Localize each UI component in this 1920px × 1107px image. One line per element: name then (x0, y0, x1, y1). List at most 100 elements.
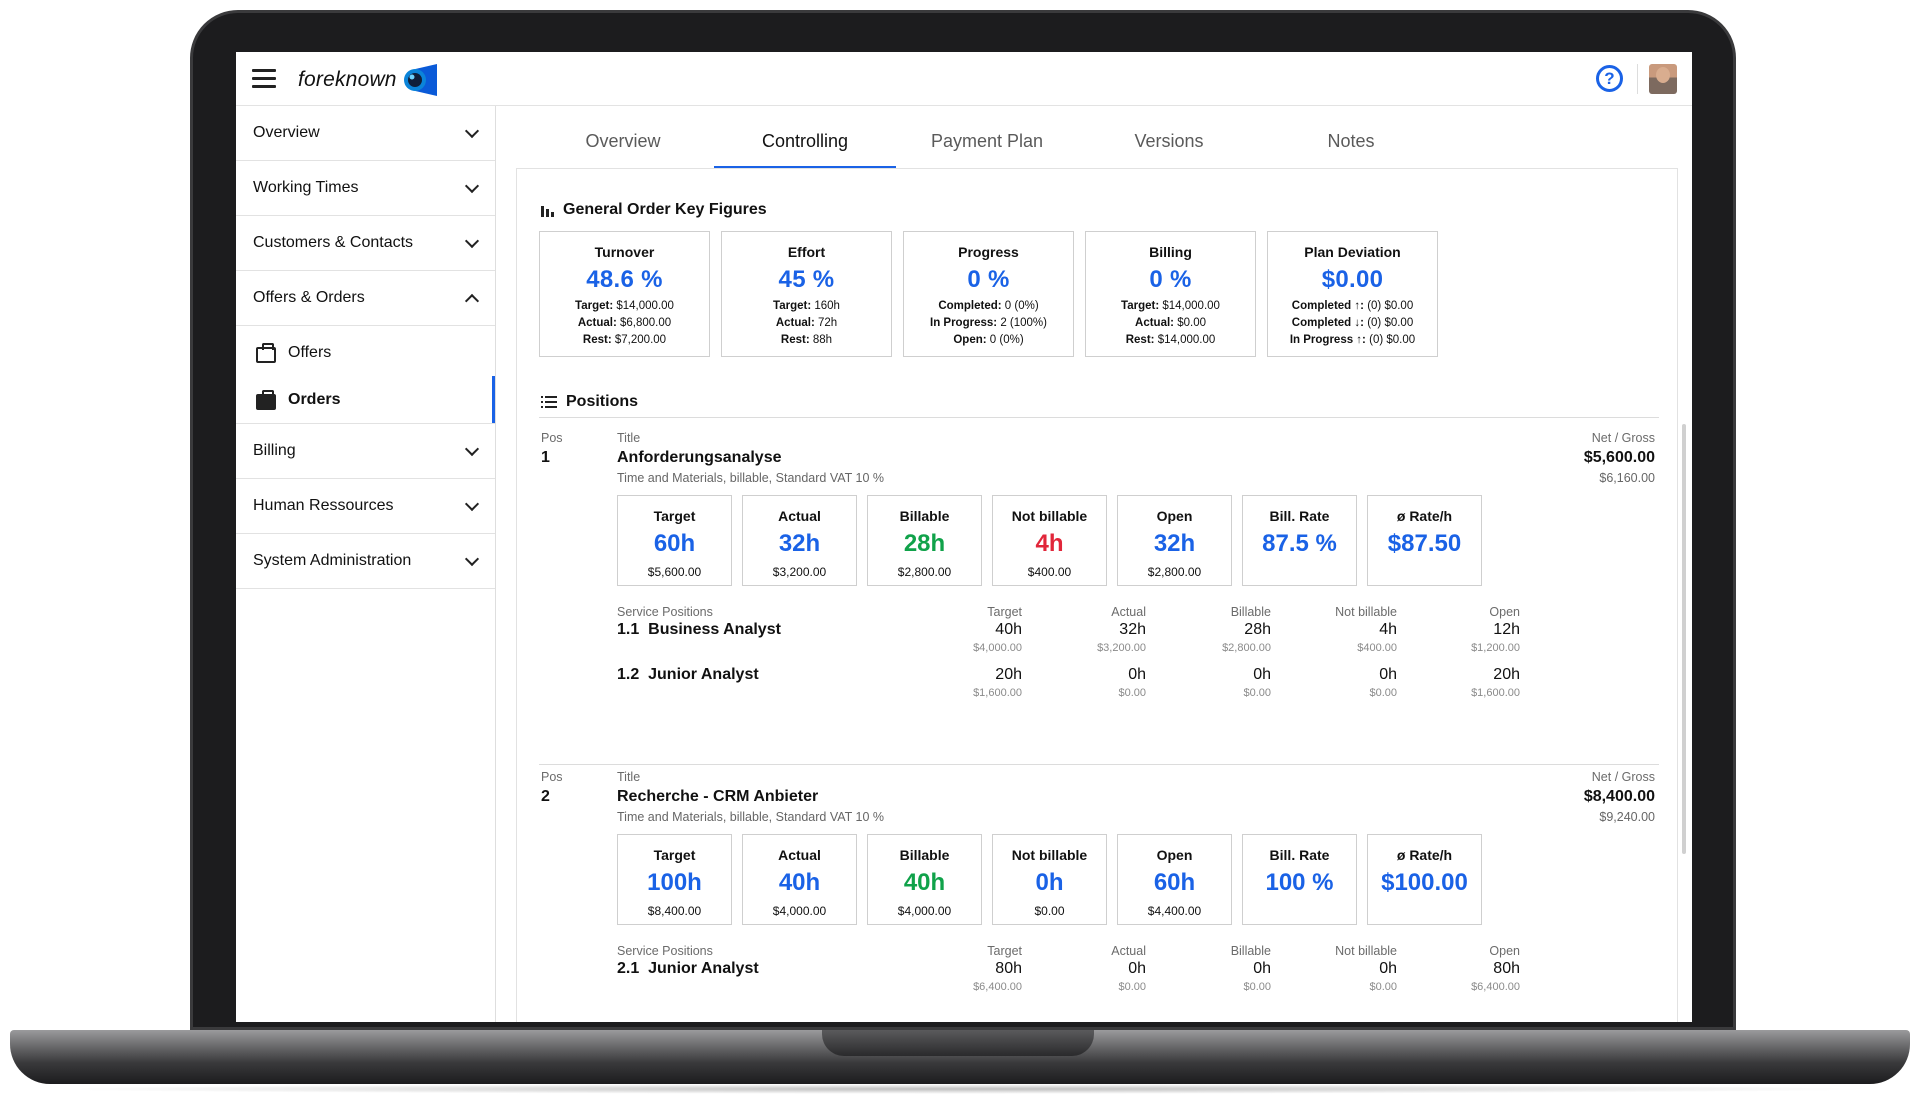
service-hours: 0h (1253, 960, 1271, 977)
sidebar-item-human-ressources[interactable]: Human Ressources (236, 479, 495, 534)
chevron-up-icon (464, 293, 480, 309)
key-figure-line-value: 72h (818, 317, 838, 329)
metric-value: 60h (653, 530, 696, 557)
metric-label: Bill. Rate (1269, 508, 1330, 524)
metric-amount: $3,200.00 (772, 565, 827, 579)
sidebar-subitem-offers[interactable]: Offers (236, 329, 495, 376)
service-column-header: Not billable (1335, 605, 1397, 619)
key-figure-line-value: $7,200.00 (614, 334, 667, 346)
service-hours: 32h (1119, 621, 1146, 638)
service-cell: 0h $0.00 (1131, 666, 1271, 699)
tab-notes[interactable]: Notes (1327, 131, 1375, 151)
topbar-divider (1637, 64, 1638, 94)
top-bar: foreknown ? (236, 52, 1692, 106)
key-figure-line-label: Completed ↓: (1291, 317, 1364, 329)
divider (539, 764, 1659, 765)
service-hours: 20h (995, 666, 1022, 683)
tab-controlling[interactable]: Controlling (714, 106, 896, 168)
scrollbar[interactable] (1682, 424, 1686, 854)
service-amount: $0.00 (1118, 981, 1146, 993)
chevron-down-icon (464, 441, 480, 457)
sidebar-subitem-orders[interactable]: Orders (236, 376, 495, 423)
sidebar-item-billing[interactable]: Billing (236, 424, 495, 479)
controlling-panel: General Order Key Figures Turnover 48.6 … (516, 168, 1678, 1022)
key-figure-value: 45 % (778, 266, 835, 293)
service-cell: 0h $0.00 (1131, 960, 1271, 993)
service-hours: 0h (1128, 960, 1146, 977)
sidebar-item-customers-contacts[interactable]: Customers & Contacts (236, 216, 495, 271)
position-metrics: Target 100h $8,400.00 Actual 40h $4,000.… (617, 834, 1482, 926)
laptop-notch (822, 1030, 1094, 1056)
key-figure-line: Target: 160h (722, 298, 891, 315)
metric-amount: $4,400.00 (1147, 904, 1202, 918)
service-position-row[interactable]: 2.1 Junior Analyst 80h $6,400.00 0h $0.0… (517, 960, 1677, 1004)
position-title[interactable]: Anforderungsanalyse (617, 449, 782, 466)
key-figure-details: Target: $14,000.00 Actual: $0.00 Rest: $14… (1086, 298, 1255, 349)
general-key-figures-heading: General Order Key Figures (541, 201, 767, 219)
service-cell: 12h $1,200.00 (1380, 621, 1520, 654)
key-figure-line: Target: $14,000.00 (540, 298, 709, 315)
service-position-row[interactable]: 1.2 Junior Analyst 20h $1,600.00 0h $0.0… (517, 666, 1677, 710)
position-subtitle: Time and Materials, billable, Standard V… (617, 810, 885, 824)
metric-amount: $5,600.00 (647, 565, 702, 579)
logo[interactable]: foreknown (298, 64, 439, 96)
position-title[interactable]: Recherche - CRM Anbieter (617, 788, 819, 805)
metric-box: ø Rate/h $100.00 (1367, 834, 1482, 925)
service-amount: $0.00 (1243, 687, 1271, 699)
metric-label: Target (653, 847, 696, 863)
metric-value: 60h (1153, 869, 1196, 896)
metric-value: $100.00 (1381, 869, 1468, 896)
key-figure-line-label: Actual: (1135, 317, 1174, 329)
position-number: 2 (541, 788, 550, 805)
sidebar: Overview Working Times Customers & Conta… (236, 106, 496, 1022)
tab-overview[interactable]: Overview (585, 131, 661, 151)
key-figure-line: Actual: $6,800.00 (540, 315, 709, 332)
sidebar-item-overview[interactable]: Overview (236, 106, 495, 161)
sidebar-item-label: Customers & Contacts (253, 234, 414, 251)
key-figure-line-value: $14,000.00 (1162, 300, 1220, 312)
service-amount: $1,600.00 (973, 687, 1022, 699)
metric-label: Not billable (1011, 847, 1088, 863)
metric-label: Actual (778, 847, 821, 863)
key-figure-line-label: Rest: (780, 334, 810, 346)
key-figure-line-label: Actual: (577, 317, 617, 329)
metric-box: Bill. Rate 100 % (1242, 834, 1357, 925)
sidebar-item-working-times[interactable]: Working Times (236, 161, 495, 216)
tab-versions[interactable]: Versions (1134, 131, 1204, 151)
sidebar-item-label: Billing (253, 442, 296, 459)
key-figure-line-value: $0.00 (1177, 317, 1206, 329)
menu-icon[interactable] (252, 69, 276, 89)
metric-label: ø Rate/h (1396, 847, 1453, 863)
key-figure-line-label: Rest: (1125, 334, 1155, 346)
service-amount: $3,200.00 (1097, 642, 1146, 654)
sidebar-item-label: Offers & Orders (253, 289, 365, 306)
service-column-header: Open (1489, 605, 1520, 619)
avatar[interactable] (1649, 64, 1677, 94)
service-column-header: Billable (1230, 944, 1271, 958)
service-amount: $1,600.00 (1471, 687, 1520, 699)
metric-label: Bill. Rate (1269, 847, 1330, 863)
list-icon (541, 396, 557, 408)
metric-value: 32h (1153, 530, 1196, 557)
key-figure-label: Progress (958, 244, 1019, 260)
tab-payment-plan[interactable]: Payment Plan (930, 131, 1044, 151)
metric-box: Target 100h $8,400.00 (617, 834, 732, 925)
sidebar-item-offers-orders[interactable]: Offers & Orders (236, 271, 495, 326)
position-net-price: $8,400.00 (1583, 788, 1655, 805)
logo-text: foreknown (298, 68, 397, 91)
key-figure-line: In Progress ↑: (0) $0.00 (1268, 332, 1437, 349)
position-block: Pos Title Net / Gross 1 Anforderungsanalyse T… (517, 431, 1677, 765)
position-block: Pos Title Net / Gross 2 Recherche - CRM Anbi… (517, 770, 1677, 1022)
key-figure-line-value: (0) $0.00 (1369, 334, 1416, 346)
metric-box: Not billable 0h $0.00 (992, 834, 1107, 925)
help-icon[interactable]: ? (1596, 65, 1623, 92)
metric-amount: $2,800.00 (1147, 565, 1202, 579)
position-gross-price: $6,160.00 (1599, 471, 1655, 485)
service-cell: 0h $0.00 (1257, 960, 1397, 993)
service-position-row[interactable]: 1.1 Business Analyst 40h $4,000.00 32h $… (517, 621, 1677, 665)
bar-chart-icon (541, 205, 554, 217)
key-figure-line: Rest: 88h (722, 332, 891, 349)
key-figure-details: Target: 160h Actual: 72h Rest: 88h (722, 298, 891, 349)
service-column-header: Open (1489, 944, 1520, 958)
sidebar-item-system-administration[interactable]: System Administration (236, 534, 495, 589)
